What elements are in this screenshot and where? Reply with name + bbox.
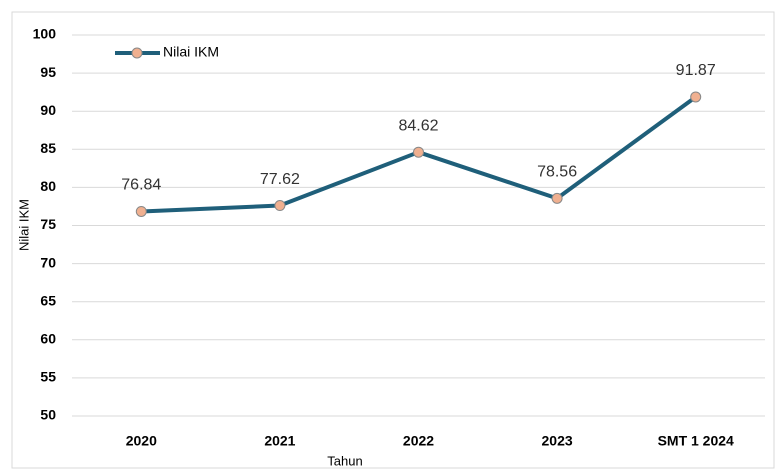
x-tick-label: 2021 xyxy=(264,433,295,449)
y-tick-label: 55 xyxy=(40,369,56,385)
chart-frame xyxy=(11,11,775,469)
x-tick-label: 2022 xyxy=(403,433,434,449)
marker xyxy=(274,200,286,212)
legend-marker xyxy=(131,47,143,59)
marker xyxy=(413,146,424,158)
y-axis-title: Nilai IKM xyxy=(16,199,31,251)
y-tick-label: 75 xyxy=(40,216,56,232)
y-tick-label: 90 xyxy=(40,102,56,118)
x-tick-label: 2023 xyxy=(542,433,573,449)
y-tick-label: 60 xyxy=(40,331,56,347)
legend-label: Nilai IKM xyxy=(163,44,219,60)
marker xyxy=(135,205,147,217)
y-tick-label: 95 xyxy=(40,64,56,80)
y-tick-label: 85 xyxy=(40,140,56,156)
data-label: 78.56 xyxy=(537,164,577,181)
y-tick-label: 70 xyxy=(40,254,56,270)
data-label: 84.62 xyxy=(398,117,438,134)
marker xyxy=(690,91,702,103)
marker xyxy=(551,192,563,204)
data-label: 76.84 xyxy=(121,177,161,194)
data-label: 77.62 xyxy=(260,171,300,188)
x-axis-title: Tahun xyxy=(327,453,362,468)
y-tick-label: 80 xyxy=(40,178,56,194)
x-tick-label: 2020 xyxy=(126,433,157,449)
y-tick-label: 100 xyxy=(33,26,57,42)
y-tick-label: 50 xyxy=(40,407,56,423)
y-tick-label: 65 xyxy=(40,292,56,308)
data-label: 91.87 xyxy=(676,62,716,79)
x-tick-label: SMT 1 2024 xyxy=(658,433,734,449)
